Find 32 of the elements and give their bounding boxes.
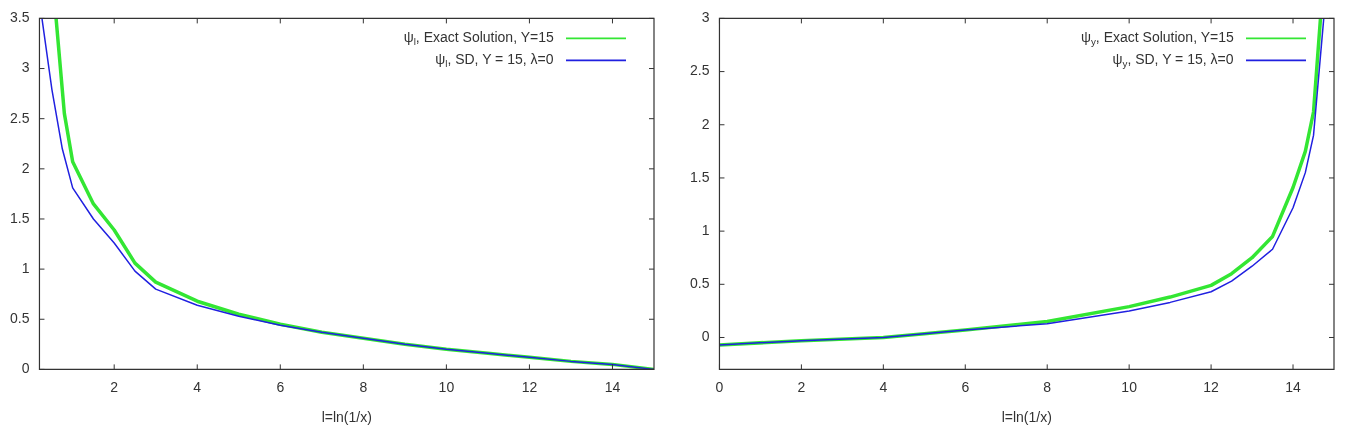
x-tick-label: 10: [1121, 378, 1138, 395]
x-tick-label: 6: [961, 378, 970, 395]
x-tick-label: 8: [359, 378, 368, 395]
y-tick-label: 3: [701, 9, 710, 26]
x-tick-label: 0: [715, 378, 724, 395]
y-tick-label: 1: [701, 221, 710, 238]
x-tick-label: 14: [604, 378, 621, 395]
x-tick-label: 8: [1043, 378, 1052, 395]
y-tick-label: 2.5: [689, 62, 710, 79]
y-tick-label: 3: [21, 59, 30, 76]
x-tick-label: 4: [193, 378, 202, 395]
y-tick-label: 0.5: [9, 310, 30, 327]
y-tick-label: 3.5: [9, 9, 30, 26]
y-tick-label: 2.5: [9, 109, 30, 126]
x-tick-label: 12: [1203, 378, 1220, 395]
x-tick-label: 4: [879, 378, 888, 395]
y-tick-label: 1: [21, 259, 30, 276]
y-tick-label: 0.5: [689, 275, 710, 292]
y-tick-label: 2: [21, 159, 30, 176]
y-tick-label: 0: [21, 360, 30, 377]
x-tick-label: 12: [521, 378, 538, 395]
x-axis-title: l=ln(1/x): [321, 409, 372, 426]
x-tick-label: 10: [438, 378, 455, 395]
x-axis-title: l=ln(1/x): [1001, 409, 1052, 426]
y-tick-label: 1.5: [689, 168, 710, 185]
x-tick-label: 2: [110, 378, 119, 395]
x-tick-label: 6: [276, 378, 285, 395]
y-tick-label: 1.5: [9, 209, 30, 226]
y-tick-label: 0: [701, 328, 710, 345]
y-tick-label: 2: [701, 115, 710, 132]
x-tick-label: 14: [1285, 378, 1302, 395]
x-tick-label: 2: [797, 378, 806, 395]
